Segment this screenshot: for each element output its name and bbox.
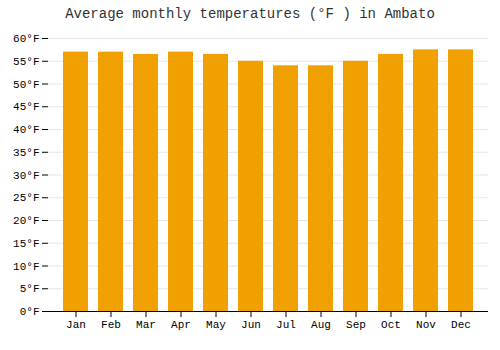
svg-text:35°F: 35°F	[13, 147, 39, 159]
svg-text:15°F: 15°F	[13, 238, 39, 250]
svg-text:Aug: Aug	[311, 319, 331, 331]
svg-text:Oct: Oct	[381, 319, 401, 331]
svg-text:Nov: Nov	[416, 319, 436, 331]
svg-text:Feb: Feb	[101, 319, 121, 331]
svg-text:May: May	[206, 319, 226, 331]
svg-text:Jun: Jun	[241, 319, 261, 331]
svg-text:60°F: 60°F	[13, 33, 39, 45]
svg-text:20°F: 20°F	[13, 215, 39, 227]
svg-text:55°F: 55°F	[13, 56, 39, 68]
svg-text:40°F: 40°F	[13, 124, 39, 136]
svg-text:25°F: 25°F	[13, 192, 39, 204]
svg-text:Apr: Apr	[171, 319, 191, 331]
svg-text:Jul: Jul	[276, 319, 296, 331]
svg-text:Jan: Jan	[66, 319, 86, 331]
svg-text:45°F: 45°F	[13, 101, 39, 113]
svg-text:0°F: 0°F	[20, 306, 40, 318]
svg-text:Dec: Dec	[451, 319, 471, 331]
svg-text:5°F: 5°F	[20, 283, 40, 295]
svg-text:Sep: Sep	[346, 319, 366, 331]
svg-text:10°F: 10°F	[13, 261, 39, 273]
svg-text:30°F: 30°F	[13, 170, 39, 182]
svg-text:50°F: 50°F	[13, 79, 39, 91]
svg-text:Mar: Mar	[136, 319, 156, 331]
html-text:Average monthly temperatures (: Average monthly temperatures (°F ) in Am…	[65, 6, 435, 22]
